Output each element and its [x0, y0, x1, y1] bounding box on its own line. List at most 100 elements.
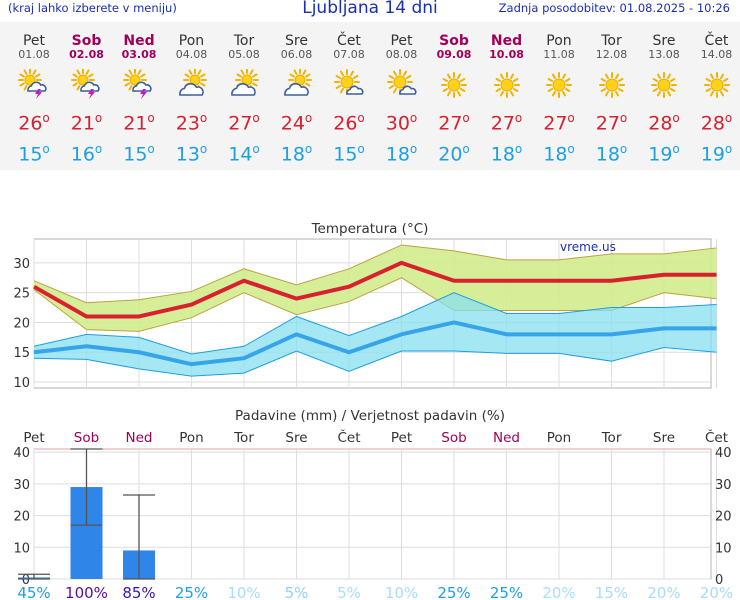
y-tick-label-right: 40 [715, 446, 732, 461]
min-temperature-value: 18 [595, 143, 620, 166]
forecast-day: Sob 09.08 27o 20o [428, 22, 480, 166]
min-temperature-value: 19 [700, 143, 725, 166]
cloud-shape [398, 85, 416, 95]
max-temperature: 30o [385, 111, 418, 135]
min-temperature: 15o [333, 142, 365, 166]
y-tick-label: 25 [13, 287, 30, 302]
min-temperature-value: 20 [438, 143, 463, 166]
bolt-shape [87, 89, 95, 99]
day-date: 11.08 [543, 48, 575, 61]
x-day-label: Čet [337, 428, 360, 446]
forecast-day: Sre 06.08 24o 18o [271, 22, 323, 166]
sun-icon [493, 72, 520, 98]
max-temperature-value: 28 [700, 112, 725, 135]
min-band-lower-edge [33, 346, 717, 377]
day-name: Pon [546, 33, 572, 49]
precipitation-probability: 5% [337, 584, 361, 600]
day-name: Sre [652, 33, 676, 49]
day-name: Pet [22, 33, 46, 49]
precipitation-chart-title: Padavine (mm) / Verjetnost padavin (%) [235, 408, 505, 424]
sun-shape [546, 72, 572, 98]
x-day-label: Pet [23, 430, 44, 446]
max-temperature: 21o [123, 111, 155, 135]
max-temperature: 27o [438, 111, 470, 135]
x-day-label: Sob [441, 430, 466, 446]
max-temperature: 27o [490, 111, 523, 135]
max-temperature: 28o [700, 111, 733, 135]
cloud-shape [79, 81, 100, 92]
max-temperature-value: 26 [18, 112, 43, 135]
day-name: Ned [490, 33, 523, 49]
cloud-shape [27, 81, 47, 92]
max-temperature: 26o [333, 111, 365, 135]
min-temperature-value: 14 [228, 143, 253, 166]
y-tick-label-right: 20 [715, 510, 732, 525]
sun-shape [703, 72, 730, 98]
sun-small-cloud-icon [334, 69, 364, 95]
max-temperature: 28o [648, 111, 680, 135]
min-temperature-value: 18 [543, 143, 568, 166]
max-temperature: 26o [18, 111, 50, 135]
sun-cloud-storm-icon [123, 69, 152, 99]
min-temperature-value: 15 [18, 143, 43, 166]
forecast-day: Tor 05.08 27o 14o [218, 22, 270, 166]
min-temperature: 19o [700, 142, 733, 166]
day-name: Čet [704, 33, 729, 49]
sun-shape [651, 72, 677, 98]
max-temperature-value: 24 [280, 112, 305, 135]
max-temperature-value: 27 [595, 112, 620, 135]
x-day-label: Sre [285, 430, 307, 446]
forecast-day: Ned 10.08 27o 18o [481, 22, 533, 166]
forecast-day: Pet 01.08 26o 15o [8, 22, 60, 166]
precipitation-probability: 15% [595, 584, 628, 600]
y-tick-label-right: 30 [715, 478, 732, 493]
y-tick-label: 10 [13, 376, 30, 391]
precipitation-probability: 20% [647, 584, 680, 600]
day-name: Tor [601, 33, 622, 49]
precipitation-probability: 20% [542, 584, 575, 600]
day-date: 08.08 [385, 48, 418, 61]
day-name: Pon [178, 33, 205, 49]
day-date: 06.08 [280, 48, 313, 61]
day-date: 01.08 [18, 48, 50, 61]
day-date: 03.08 [121, 48, 157, 61]
min-temperature: 15o [123, 142, 155, 166]
min-temperature: 16o [70, 142, 103, 166]
x-day-label: Ned [126, 430, 153, 446]
max-temperature: 24o [280, 111, 313, 135]
max-temperature: 27o [595, 111, 628, 135]
forecast-day: Tor 12.08 27o 18o [586, 22, 638, 166]
sun-icon [546, 72, 572, 98]
min-temperature: 18o [595, 142, 628, 166]
y-tick-label-left: 30 [13, 478, 30, 493]
min-temperature: 19o [648, 142, 680, 166]
precipitation-probability: 10% [227, 584, 260, 600]
location-menu-hint[interactable]: (kraj lahko izberete v meniju) [8, 1, 177, 15]
min-temperature: 18o [385, 142, 418, 166]
min-temperature: 15o [18, 142, 50, 166]
precipitation-probability: 10% [385, 584, 418, 600]
sun-icon [703, 72, 730, 98]
x-day-label: Tor [601, 430, 622, 446]
max-temperature-band [34, 244, 717, 332]
sun-shape [493, 72, 520, 98]
x-day-label: Sre [653, 430, 675, 446]
sun-small-cloud-icon [386, 69, 416, 95]
min-temperature: 20o [438, 142, 470, 166]
max-temperature-value: 27 [543, 112, 568, 135]
min-temperature: 14o [228, 142, 260, 166]
min-temperature-value: 13 [175, 143, 200, 166]
y-tick-label-left: 20 [13, 510, 30, 525]
min-temperature: 18o [280, 142, 313, 166]
precipitation-probability: 20% [700, 584, 733, 600]
day-date: 09.08 [436, 48, 472, 61]
max-temperature-value: 28 [648, 112, 673, 135]
max-temperature-value: 23 [175, 112, 200, 135]
x-day-label: Čet [705, 428, 728, 446]
sun-cloud-icon [283, 69, 312, 96]
min-temperature-value: 15 [333, 143, 358, 166]
min-temperature-value: 16 [70, 143, 95, 166]
min-temperature: 18o [490, 142, 523, 166]
day-name: Sob [71, 33, 102, 49]
precipitation-probability: 25% [490, 584, 523, 600]
